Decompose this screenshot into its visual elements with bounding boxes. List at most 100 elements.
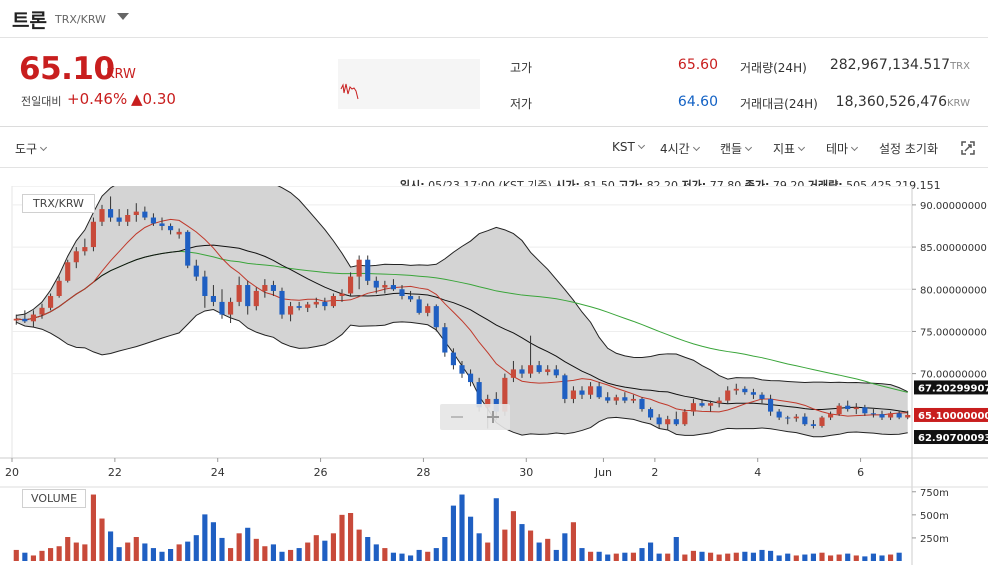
upper-band-badge: 67.20299907	[918, 383, 988, 394]
volume-bar	[510, 511, 516, 561]
candle-body	[48, 296, 54, 308]
volume-bar	[613, 553, 619, 561]
candle-body	[682, 411, 688, 425]
volume-bar	[322, 540, 328, 561]
chevron-down-icon	[637, 141, 645, 150]
change-label: 전일대비	[21, 95, 62, 108]
candle-body	[116, 217, 122, 222]
candle-body	[73, 251, 79, 263]
candle-body	[56, 280, 62, 296]
candle-body	[776, 411, 782, 418]
candle-body	[570, 390, 576, 399]
volume-bar	[785, 553, 791, 561]
current-price-badge-bg	[914, 407, 988, 422]
x-tick-label: 24	[211, 466, 225, 479]
candle-body	[390, 285, 396, 290]
volume-bar	[622, 552, 628, 561]
volume-bar	[219, 537, 225, 561]
candle-body	[502, 377, 508, 412]
candle-body	[896, 413, 902, 418]
candle-body	[870, 413, 876, 415]
candle-body	[210, 296, 216, 302]
volume-bar	[665, 553, 671, 561]
candle-body	[382, 285, 388, 288]
y-tick-label: 70.00000000	[920, 370, 987, 381]
chart-type-menu[interactable]: 캔들	[720, 140, 753, 157]
change-amount: ▲0.30	[131, 90, 176, 108]
candle-body	[219, 301, 225, 315]
volume-bar	[133, 537, 139, 561]
volume-bar	[270, 544, 276, 561]
volume-bar	[365, 537, 371, 561]
volume-bar	[339, 514, 345, 561]
volume-bar	[545, 538, 551, 561]
x-tick-label: 2	[651, 466, 658, 479]
candle-body	[450, 352, 456, 366]
x-tick-label: 28	[416, 466, 430, 479]
volume-bar	[159, 551, 165, 561]
candle-body	[39, 307, 45, 315]
indicator-menu[interactable]: 지표	[773, 140, 806, 157]
y-tick-label: 90.00000000	[920, 201, 987, 212]
volume-bar	[116, 547, 122, 561]
volume-bar	[768, 550, 774, 561]
candle-body	[22, 318, 28, 322]
candle-body	[630, 398, 636, 401]
volume-bar	[536, 542, 542, 561]
low-label: 저가	[510, 97, 533, 111]
chevron-down-icon	[798, 143, 806, 152]
theme-menu[interactable]: 테마	[826, 140, 859, 157]
candle-body	[168, 225, 174, 231]
zoom-in-icon[interactable]	[486, 410, 500, 424]
volume-bar	[39, 550, 45, 561]
volume-bar	[399, 553, 405, 561]
price-chart[interactable]: 90.00000000 85.00000000 80.00000000 75.0000…	[0, 186, 988, 565]
volume-bar	[356, 529, 362, 561]
coin-pair: TRX/KRW	[55, 13, 106, 26]
volume-tick-label: 500m	[920, 511, 949, 522]
volume-bar	[879, 555, 885, 561]
reset-settings-button[interactable]: 설정 초기화	[879, 142, 939, 156]
volume-bar	[82, 544, 88, 561]
volume-bar	[493, 498, 499, 561]
volume-bar	[742, 551, 748, 561]
y-tick-label: 85.00000000	[920, 243, 987, 254]
candle-body	[65, 262, 71, 281]
timezone-menu[interactable]: KST	[612, 140, 645, 154]
candle-body	[408, 296, 414, 300]
coin-name: 트론	[12, 10, 47, 32]
candle-body	[725, 390, 731, 401]
candle-body	[836, 405, 842, 415]
volume-bar	[390, 552, 396, 561]
zoom-controls	[440, 404, 510, 430]
candle-body	[699, 403, 705, 406]
candle-body	[819, 417, 825, 426]
candle-body	[356, 259, 362, 277]
volume-bar	[185, 541, 191, 561]
volume-bar	[485, 542, 491, 561]
tools-menu[interactable]: 도구	[15, 140, 48, 157]
coin-select-caret-icon[interactable]	[117, 13, 129, 20]
volume-bar	[99, 518, 105, 561]
volume-bar	[73, 542, 79, 561]
high-value: 65.60	[677, 57, 718, 73]
interval-menu[interactable]: 4시간	[660, 140, 700, 157]
low-value: 64.60	[677, 94, 718, 110]
volume-bar	[630, 552, 636, 561]
volume-bar	[888, 554, 894, 561]
volume-bar	[588, 551, 594, 561]
volume-bar	[313, 535, 319, 561]
zoom-out-icon[interactable]	[450, 410, 464, 424]
volume-bar	[845, 553, 851, 561]
volume-bar	[168, 549, 174, 561]
volume-bar	[750, 552, 756, 561]
bollinger-upper-line	[16, 186, 908, 393]
fullscreen-icon[interactable]	[961, 141, 975, 155]
volume-bar	[870, 553, 876, 561]
price-panel: 65.10 KRW 전일대비 +0.46% ▲0.30 고가 65.60 저가 …	[0, 39, 988, 127]
candle-body	[742, 388, 748, 393]
change-percent: +0.46%	[67, 90, 128, 108]
volume-bar	[408, 555, 414, 561]
volume-bar	[519, 524, 525, 561]
candle-body	[888, 413, 894, 418]
